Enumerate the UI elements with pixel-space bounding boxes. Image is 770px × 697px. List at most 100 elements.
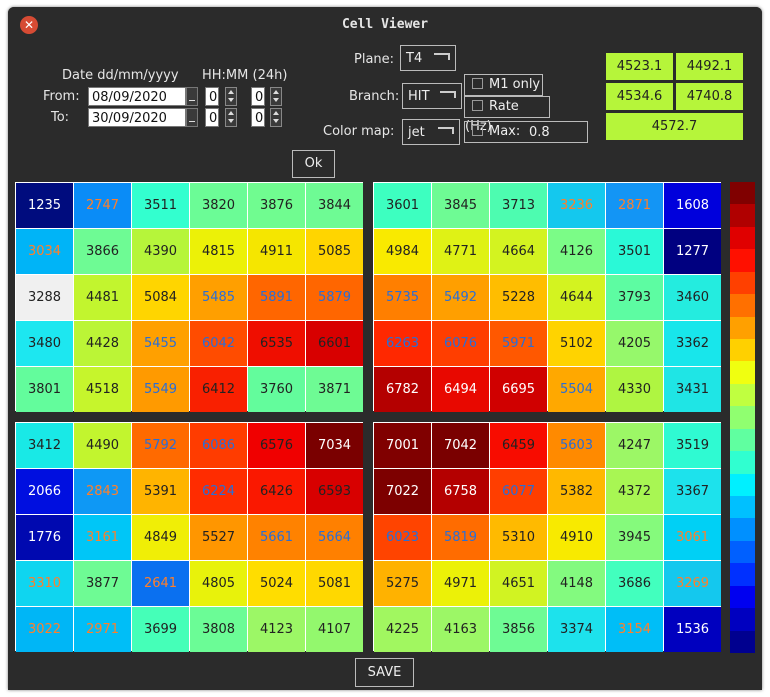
- grid-cell[interactable]: 5382: [548, 469, 605, 514]
- grid-cell[interactable]: 5792: [132, 423, 189, 468]
- grid-cell[interactable]: 3686: [606, 561, 663, 606]
- grid-cell[interactable]: 3601: [374, 183, 431, 228]
- grid-cell[interactable]: 4664: [490, 229, 547, 274]
- grid-cell[interactable]: 4481: [74, 275, 131, 320]
- to-hour-field[interactable]: 0: [205, 108, 219, 127]
- grid-cell[interactable]: 6077: [490, 469, 547, 514]
- grid-cell[interactable]: 7042: [432, 423, 489, 468]
- grid-cell[interactable]: 7001: [374, 423, 431, 468]
- grid-cell[interactable]: 4910: [548, 515, 605, 560]
- grid-cell[interactable]: 3412: [16, 423, 73, 468]
- grid-cell[interactable]: 5085: [306, 229, 363, 274]
- grid-cell[interactable]: 4805: [190, 561, 247, 606]
- grid-cell[interactable]: 2641: [132, 561, 189, 606]
- grid-cell[interactable]: 3856: [490, 607, 547, 652]
- to-minute-spinner[interactable]: [270, 108, 282, 127]
- grid-cell[interactable]: 4247: [606, 423, 663, 468]
- grid-cell[interactable]: 5084: [132, 275, 189, 320]
- grid-cell[interactable]: 4372: [606, 469, 663, 514]
- grid-cell[interactable]: 4815: [190, 229, 247, 274]
- grid-cell[interactable]: 3431: [664, 367, 721, 412]
- grid-cell[interactable]: 3877: [74, 561, 131, 606]
- grid-cell[interactable]: 5661: [248, 515, 305, 560]
- grid-cell[interactable]: 3866: [74, 229, 131, 274]
- grid-cell[interactable]: 5310: [490, 515, 547, 560]
- save-button[interactable]: SAVE: [355, 658, 414, 687]
- grid-cell[interactable]: 6086: [190, 423, 247, 468]
- grid-cell[interactable]: 3519: [664, 423, 721, 468]
- grid-cell[interactable]: 5891: [248, 275, 305, 320]
- max-value-field[interactable]: 0.8: [526, 123, 585, 142]
- grid-cell[interactable]: 5735: [374, 275, 431, 320]
- grid-cell[interactable]: 6023: [374, 515, 431, 560]
- grid-cell[interactable]: 4107: [306, 607, 363, 652]
- grid-cell[interactable]: 3945: [606, 515, 663, 560]
- grid-cell[interactable]: 5819: [432, 515, 489, 560]
- grid-cell[interactable]: 2843: [74, 469, 131, 514]
- grid-cell[interactable]: 6459: [490, 423, 547, 468]
- grid-cell[interactable]: 3699: [132, 607, 189, 652]
- grid-cell[interactable]: 3362: [664, 321, 721, 366]
- grid-cell[interactable]: 6494: [432, 367, 489, 412]
- rate-hz-checkbox[interactable]: Rate (Hz): [464, 96, 550, 134]
- grid-cell[interactable]: 4984: [374, 229, 431, 274]
- from-date-dropdown[interactable]: [186, 87, 198, 106]
- plane-select[interactable]: T4: [400, 45, 456, 71]
- grid-cell[interactable]: 3061: [664, 515, 721, 560]
- grid-cell[interactable]: 3236: [548, 183, 605, 228]
- grid-cell[interactable]: 6263: [374, 321, 431, 366]
- grid-cell[interactable]: 3022: [16, 607, 73, 652]
- grid-cell[interactable]: 3845: [432, 183, 489, 228]
- grid-cell[interactable]: 4148: [548, 561, 605, 606]
- colormap-select[interactable]: jet: [402, 119, 460, 145]
- grid-cell[interactable]: 4205: [606, 321, 663, 366]
- to-hour-spinner[interactable]: [225, 108, 237, 127]
- from-minute-field[interactable]: 0: [251, 87, 265, 106]
- grid-cell[interactable]: 5603: [548, 423, 605, 468]
- grid-cell[interactable]: 3154: [606, 607, 663, 652]
- grid-cell[interactable]: 4428: [74, 321, 131, 366]
- grid-cell[interactable]: 3161: [74, 515, 131, 560]
- grid-cell[interactable]: 7034: [306, 423, 363, 468]
- grid-cell[interactable]: 4971: [432, 561, 489, 606]
- grid-cell[interactable]: 5455: [132, 321, 189, 366]
- grid-cell[interactable]: 7022: [374, 469, 431, 514]
- grid-cell[interactable]: 3367: [664, 469, 721, 514]
- grid-cell[interactable]: 4518: [74, 367, 131, 412]
- branch-select[interactable]: HIT: [402, 83, 462, 109]
- grid-cell[interactable]: 3310: [16, 561, 73, 606]
- grid-cell[interactable]: 6782: [374, 367, 431, 412]
- grid-cell[interactable]: 5485: [190, 275, 247, 320]
- grid-cell[interactable]: 6076: [432, 321, 489, 366]
- grid-cell[interactable]: 6535: [248, 321, 305, 366]
- grid-cell[interactable]: 4849: [132, 515, 189, 560]
- grid-cell[interactable]: 4163: [432, 607, 489, 652]
- grid-cell[interactable]: 3844: [306, 183, 363, 228]
- to-date-dropdown[interactable]: [186, 108, 198, 127]
- grid-cell[interactable]: 5549: [132, 367, 189, 412]
- grid-cell[interactable]: 5527: [190, 515, 247, 560]
- grid-cell[interactable]: 3460: [664, 275, 721, 320]
- grid-cell[interactable]: 5228: [490, 275, 547, 320]
- grid-cell[interactable]: 3288: [16, 275, 73, 320]
- grid-cell[interactable]: 3713: [490, 183, 547, 228]
- grid-cell[interactable]: 3374: [548, 607, 605, 652]
- grid-cell[interactable]: 4651: [490, 561, 547, 606]
- grid-cell[interactable]: 3820: [190, 183, 247, 228]
- grid-cell[interactable]: 3760: [248, 367, 305, 412]
- grid-cell[interactable]: 2871: [606, 183, 663, 228]
- grid-cell[interactable]: 3801: [16, 367, 73, 412]
- grid-cell[interactable]: 6224: [190, 469, 247, 514]
- grid-cell[interactable]: 5391: [132, 469, 189, 514]
- from-hour-spinner[interactable]: [225, 87, 237, 106]
- grid-cell[interactable]: 3511: [132, 183, 189, 228]
- grid-cell[interactable]: 5275: [374, 561, 431, 606]
- grid-cell[interactable]: 6695: [490, 367, 547, 412]
- ok-button[interactable]: Ok: [292, 150, 335, 178]
- grid-cell[interactable]: 4771: [432, 229, 489, 274]
- m1-only-checkbox[interactable]: M1 only: [464, 74, 543, 96]
- grid-cell[interactable]: 3871: [306, 367, 363, 412]
- grid-cell[interactable]: 5102: [548, 321, 605, 366]
- grid-cell[interactable]: 4330: [606, 367, 663, 412]
- grid-cell[interactable]: 6412: [190, 367, 247, 412]
